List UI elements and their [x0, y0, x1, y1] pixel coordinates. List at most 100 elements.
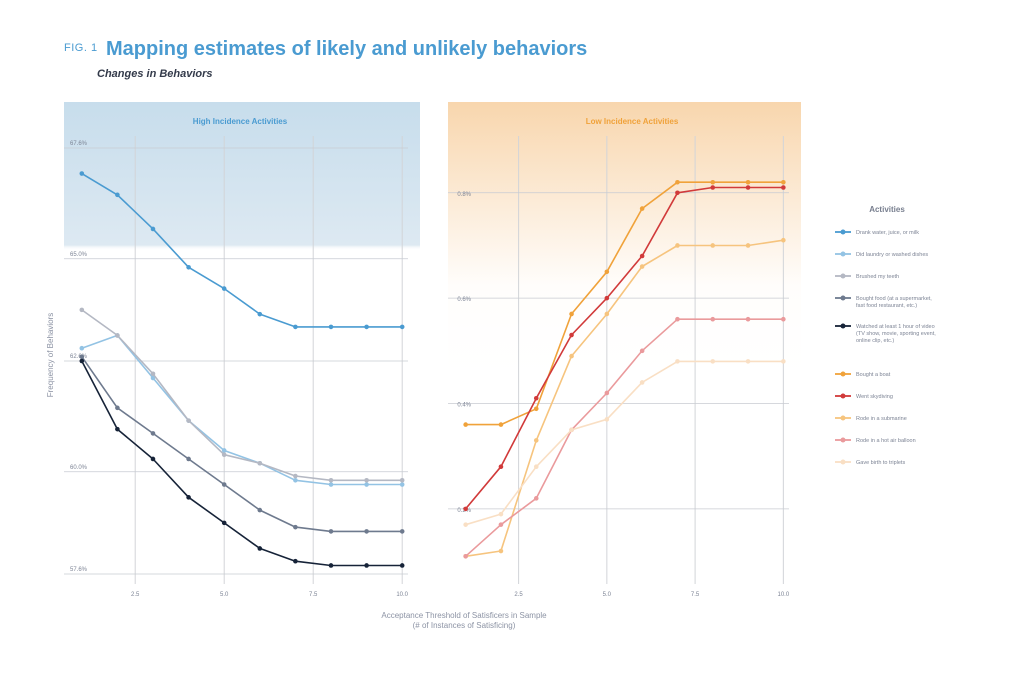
high-data-point — [186, 495, 191, 500]
legend-item-low-1: Bought a boat — [835, 371, 891, 378]
low-data-point — [781, 237, 786, 243]
legend-item-low-5: Gave birth to triplets — [835, 459, 905, 466]
high-data-point — [186, 456, 191, 462]
low-data-point — [604, 417, 610, 422]
high-data-point — [364, 482, 369, 487]
high-data-point — [293, 477, 298, 483]
low-y-tick-label: 0.2% — [457, 508, 471, 514]
legend-label: Rode in a hot air balloon — [856, 438, 916, 444]
high-data-point — [115, 426, 120, 432]
high-y-tick-label: 65.0% — [70, 252, 88, 258]
high-incidence-title: High Incidence Activities — [193, 117, 288, 126]
low-series-line-1 — [465, 181, 784, 426]
low-data-point — [604, 269, 610, 275]
high-data-point — [150, 431, 156, 436]
low-data-point — [463, 422, 468, 427]
low-data-point — [675, 243, 680, 248]
low-data-point — [745, 179, 751, 185]
high-x-tick-label: 5.0 — [220, 592, 229, 598]
low-data-point — [569, 353, 574, 359]
low-data-point — [498, 511, 504, 517]
low-data-point — [675, 179, 680, 185]
legend-item-high-1: Drank water, juice, or milk — [835, 229, 919, 236]
legend-swatch-dot — [840, 229, 846, 235]
low-data-point — [675, 316, 680, 322]
legend-swatch-dot — [840, 459, 846, 465]
low-data-point — [463, 522, 468, 527]
low-data-point — [745, 359, 751, 364]
low-data-point — [745, 243, 751, 248]
low-data-point — [675, 359, 680, 364]
low-series-line-4 — [465, 318, 784, 557]
high-y-tick-label: 57.6% — [70, 567, 88, 573]
high-data-point — [364, 529, 369, 534]
low-data-point — [569, 332, 574, 338]
high-data-point — [399, 324, 405, 330]
legend-item-high-3: Brushed my teeth — [835, 273, 899, 280]
high-data-point — [328, 324, 334, 330]
high-data-point — [115, 333, 120, 338]
legend-label: Rode in a submarine — [856, 416, 907, 422]
x-axis-label-line1: Acceptance Threshold of Satisficers in S… — [381, 611, 547, 620]
low-series-line-5 — [465, 360, 784, 526]
high-series-line-3 — [81, 309, 403, 482]
high-data-point — [186, 264, 191, 270]
legend-label: Watched at least 1 hour of video (TV show… — [856, 324, 936, 344]
high-series-line-4 — [81, 356, 403, 533]
legend-item-high-4: Bought food (at a supermarket, fast food … — [835, 295, 932, 309]
low-data-point — [639, 253, 645, 259]
low-data-point — [498, 422, 504, 427]
low-data-point — [781, 179, 786, 185]
low-data-point — [498, 522, 504, 527]
high-data-point — [399, 529, 405, 534]
high-data-point — [328, 563, 334, 568]
legend: Activities Drank water, juice, or milk Di… — [835, 205, 936, 466]
legend-item-low-3: Rode in a submarine — [835, 415, 907, 422]
low-data-point — [710, 185, 716, 190]
high-y-tick-label: 67.6% — [70, 141, 88, 147]
low-series-line-2 — [464, 186, 784, 510]
low-data-point — [498, 548, 504, 554]
low-data-point — [533, 406, 539, 412]
low-x-tick-label: 10.0 — [778, 592, 790, 598]
low-x-tick-label: 5.0 — [603, 592, 612, 598]
high-x-tick-label: 2.5 — [131, 592, 140, 598]
legend-swatch-dot — [840, 251, 846, 257]
low-data-point — [604, 295, 610, 301]
figure-title: Mapping estimates of likely and unlikely… — [106, 38, 588, 60]
low-data-point — [604, 311, 610, 317]
legend-item-high-5: Watched at least 1 hour of video (TV show… — [835, 323, 936, 344]
low-data-point — [463, 553, 468, 559]
high-y-tick-label: 62.6% — [70, 354, 88, 360]
high-data-point — [257, 311, 263, 317]
high-data-point — [293, 524, 298, 530]
high-data-point — [221, 448, 227, 453]
low-data-point — [533, 496, 539, 501]
high-x-tick-label: 10.0 — [396, 592, 408, 598]
high-data-point — [79, 171, 85, 176]
low-incidence-background — [448, 102, 801, 398]
low-data-point — [639, 380, 645, 385]
high-data-point — [150, 371, 156, 377]
high-data-point — [79, 358, 85, 364]
low-incidence-title: Low Incidence Activities — [586, 117, 679, 126]
high-data-point — [115, 192, 120, 198]
legend-label: Brushed my teeth — [856, 274, 899, 280]
legend-swatch-dot — [840, 415, 846, 421]
high-data-point — [79, 307, 85, 313]
high-data-point — [186, 418, 191, 423]
low-x-tick-label: 2.5 — [514, 592, 523, 598]
high-data-point — [257, 507, 263, 513]
low-incidence-panel: Low Incidence Activities — [448, 102, 801, 398]
high-data-point — [364, 477, 369, 483]
low-data-point — [710, 243, 716, 248]
high-incidence-background — [64, 102, 420, 362]
high-series-line-1 — [81, 172, 403, 328]
low-x-tick-label: 7.5 — [691, 592, 700, 598]
legend-label: Went skydiving — [856, 394, 893, 400]
low-data-point — [533, 464, 539, 470]
high-data-point — [257, 546, 263, 551]
figure-subtitle: Changes in Behaviors — [97, 68, 213, 80]
high-incidence-lines — [79, 171, 405, 568]
legend-swatch-dot — [840, 437, 846, 443]
